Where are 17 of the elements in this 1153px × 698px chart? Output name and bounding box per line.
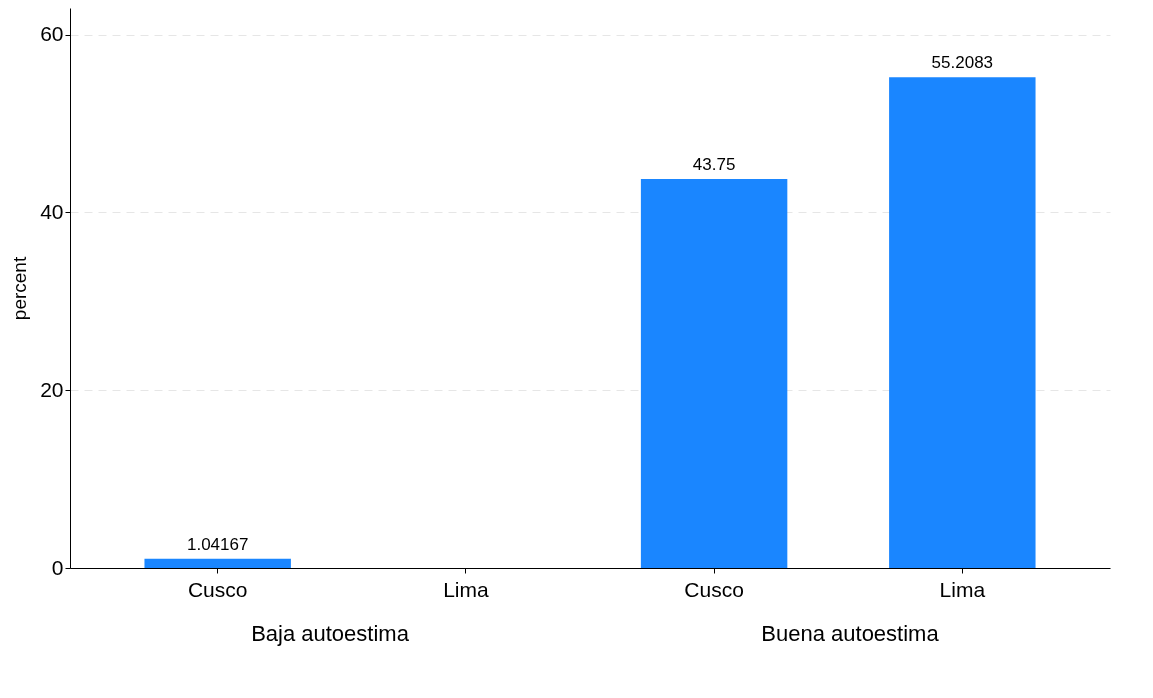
- data-label: 1.04167: [186, 534, 249, 554]
- x-tick-label: Cusco: [684, 577, 744, 601]
- data-label: 43.75: [692, 155, 736, 175]
- x-tick-label: Lima: [443, 577, 489, 601]
- text: Buena autoestima: [761, 621, 940, 646]
- y-tick-label: 60: [40, 22, 64, 46]
- y-axis-title: percent: [9, 256, 31, 321]
- bar: [889, 77, 1036, 568]
- y-tick-label: 20: [40, 377, 64, 401]
- x-tick-label: Cusco: [187, 577, 248, 601]
- y-tick-label: 40: [40, 199, 64, 223]
- data-label: 55.2083: [931, 53, 994, 73]
- bar: [144, 558, 291, 568]
- x-tick-label: Lima: [939, 577, 986, 601]
- y-tick-label: 0: [51, 555, 64, 579]
- text: Baja autoestima: [251, 621, 410, 646]
- bar: [640, 179, 788, 568]
